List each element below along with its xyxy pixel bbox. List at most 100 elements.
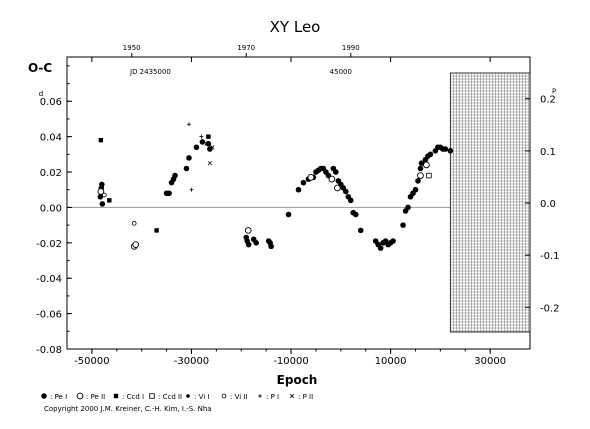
y-tick-label: -0.04 xyxy=(36,274,62,285)
data-points xyxy=(97,122,454,251)
copyright-notice: Copyright 2000 J.M. Kreiner, C.-H. Kim, … xyxy=(44,405,212,413)
y-tick-label: 0.04 xyxy=(40,133,62,144)
data-point xyxy=(412,186,419,193)
top-year-label: 1970 xyxy=(237,44,255,52)
data-point xyxy=(172,172,178,179)
y-tick-label: 0.00 xyxy=(40,203,62,214)
data-point xyxy=(347,197,354,204)
data-point xyxy=(199,134,204,139)
legend-label: : Pe II xyxy=(86,393,105,401)
x-tick-label: 30000 xyxy=(474,356,506,367)
y2-exponent: P xyxy=(552,88,556,96)
legend-label: : Ccd I xyxy=(122,393,144,401)
legend-symbol xyxy=(221,393,227,399)
data-point xyxy=(204,141,209,146)
x-tick-label: 10000 xyxy=(375,356,407,367)
data-point xyxy=(328,175,336,183)
y-tick-label: -0.06 xyxy=(36,310,62,321)
top-axis-jd-label: JD 2435000 xyxy=(129,68,171,76)
data-point xyxy=(268,243,274,250)
legend-label: : Pe I xyxy=(50,393,67,401)
legend-label: : Vi I xyxy=(194,393,209,401)
data-point xyxy=(245,241,252,248)
data-point xyxy=(357,227,364,234)
legend-symbol xyxy=(186,394,190,398)
data-point xyxy=(307,173,315,181)
data-point xyxy=(427,151,434,158)
data-point xyxy=(154,228,159,233)
data-point xyxy=(206,134,211,139)
legend-symbol xyxy=(113,393,119,399)
data-point xyxy=(244,227,252,234)
data-point xyxy=(98,137,104,143)
data-point xyxy=(418,160,425,166)
data-point xyxy=(132,241,140,248)
data-point xyxy=(253,240,259,246)
legend-symbol xyxy=(76,392,84,400)
legend-label: : P I xyxy=(266,393,279,401)
y-axis-label: O-C xyxy=(28,61,52,75)
data-point xyxy=(210,145,215,150)
data-point xyxy=(107,198,112,203)
data-point xyxy=(199,139,206,145)
y2-tick-label: 0.1 xyxy=(540,147,556,158)
data-point xyxy=(295,186,302,193)
data-point xyxy=(97,188,105,195)
x-axis-label: Epoch xyxy=(277,373,318,387)
legend-symbol xyxy=(289,393,295,399)
y2-tick-label: 0.2 xyxy=(540,95,556,106)
y-exponent: d xyxy=(39,90,43,98)
data-point xyxy=(423,161,430,169)
data-point xyxy=(333,184,341,192)
data-point xyxy=(193,144,200,151)
future-region-grid xyxy=(449,72,531,333)
legend-symbol xyxy=(149,393,155,399)
data-point xyxy=(186,122,191,127)
top-axis-jd-value: 45000 xyxy=(330,68,352,76)
data-point xyxy=(390,238,396,244)
y2-tick-label: -0.1 xyxy=(540,251,560,262)
data-point xyxy=(205,140,212,147)
legend-label: : Ccd II xyxy=(158,393,182,401)
x-tick-label: -50000 xyxy=(74,356,109,367)
top-year-label: 1990 xyxy=(342,44,360,52)
data-point xyxy=(300,179,307,186)
legend-symbol xyxy=(41,393,47,399)
data-point xyxy=(102,192,107,198)
x-tick-label: -10000 xyxy=(273,356,308,367)
y-tick-label: 0.06 xyxy=(40,97,62,108)
y2-tick-label: 0.0 xyxy=(540,199,556,210)
data-point xyxy=(183,165,190,172)
chart-title: XY Leo xyxy=(270,18,321,36)
data-point xyxy=(333,169,339,175)
data-point xyxy=(400,222,406,228)
top-year-label: 1950 xyxy=(123,44,141,52)
y-tick-label: 0.02 xyxy=(40,168,62,179)
axis-ticks: -50000 -30000 -10000 10000 30000 1950 1970 1990… xyxy=(36,44,559,367)
legend-label: : P II xyxy=(298,393,313,401)
data-point xyxy=(426,172,432,179)
x-tick-label: -30000 xyxy=(174,356,209,367)
data-point xyxy=(285,211,292,218)
data-point xyxy=(207,146,213,152)
y-tick-label: -0.02 xyxy=(36,239,62,250)
data-point xyxy=(131,221,137,226)
data-point xyxy=(99,201,106,207)
data-point xyxy=(405,204,411,211)
data-point xyxy=(447,147,454,154)
data-point xyxy=(207,161,212,166)
data-point xyxy=(417,165,424,172)
data-point xyxy=(342,188,349,195)
y-tick-label: -0.08 xyxy=(36,345,62,356)
data-point xyxy=(415,178,421,184)
data-point xyxy=(97,194,104,200)
data-point xyxy=(442,146,449,152)
legend-label: : Vi II xyxy=(230,393,248,401)
data-point xyxy=(186,155,192,161)
y2-tick-label: -0.2 xyxy=(540,303,560,314)
data-point xyxy=(352,211,359,218)
legend: : Pe I : Pe II : Ccd I : Ccd II : Vi I : Vi I… xyxy=(41,392,313,401)
data-point xyxy=(417,172,424,179)
